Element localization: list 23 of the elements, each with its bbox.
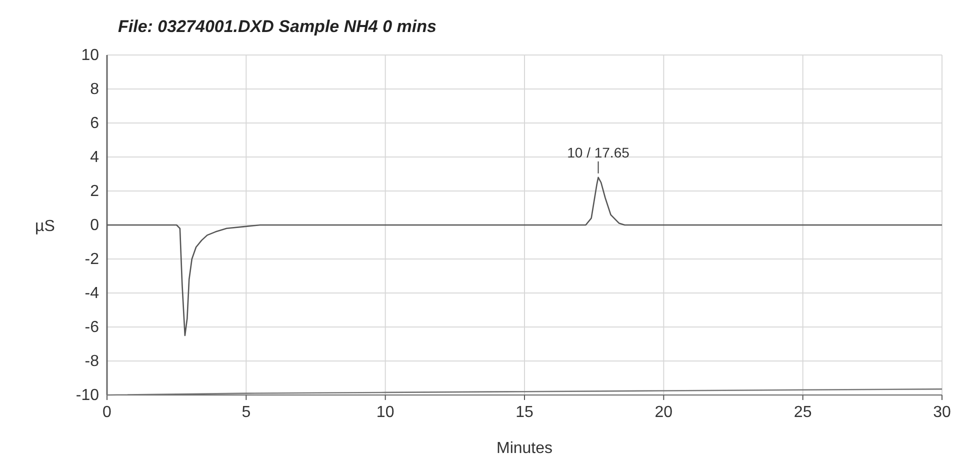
y-tick-label: 4 [90,149,100,166]
y-tick-label: -10 [76,387,100,404]
annotation: 10 / 17.65 [567,144,630,160]
line-series [106,176,943,336]
y-tick-label: 2 [90,183,100,200]
x-tick-label: 30 [933,404,951,421]
x-tick-label: 25 [794,404,812,421]
y-tick-label: -8 [84,353,100,370]
chart-title: File: 03274001.DXD Sample NH4 0 mins [118,17,436,36]
y-tick-label: -6 [84,319,100,336]
x-tick-label: 20 [654,404,673,421]
y-axis-title: µS [35,218,55,235]
x-tick-label: 15 [516,404,534,421]
y-tick-label: 0 [90,217,100,234]
x-axis-title: Minutes [496,440,553,457]
y-tick-label: 8 [90,81,100,98]
x-tick-label: 10 [376,404,394,421]
x-tick-label: 5 [242,404,251,421]
y-tick-label: 6 [90,115,100,132]
y-tick-label: 10 [81,47,100,64]
y-tick-label: -2 [84,251,100,268]
y-tick-label: -4 [84,285,100,302]
x-tick-label: 0 [102,404,112,421]
